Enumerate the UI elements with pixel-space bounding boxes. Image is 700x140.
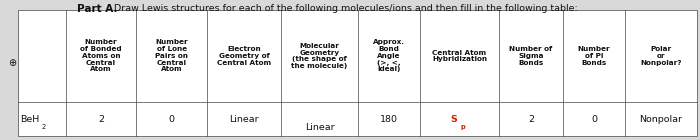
Text: Number of
Sigma
Bonds: Number of Sigma Bonds <box>510 46 552 66</box>
Text: Polar
or
Nonpolar?: Polar or Nonpolar? <box>640 46 682 66</box>
Text: BeH: BeH <box>20 115 39 123</box>
Text: p: p <box>461 124 466 130</box>
Text: Part A.: Part A. <box>77 4 118 14</box>
Text: Central Atom
Hybridization: Central Atom Hybridization <box>432 50 487 62</box>
Text: Linear: Linear <box>230 115 259 123</box>
Text: 0: 0 <box>591 115 597 123</box>
Text: Number
of Lone
Pairs on
Central
Atom: Number of Lone Pairs on Central Atom <box>155 39 188 73</box>
Text: Number
of Pi
Bonds: Number of Pi Bonds <box>578 46 610 66</box>
Text: 2: 2 <box>98 115 104 123</box>
Text: 180: 180 <box>380 115 398 123</box>
Text: 2: 2 <box>528 115 534 123</box>
Text: Draw Lewis structures for each of the following molecules/ions and then fill in : Draw Lewis structures for each of the fo… <box>111 4 577 13</box>
Text: Linear: Linear <box>304 123 335 132</box>
Text: S: S <box>451 115 457 123</box>
Text: ⊕: ⊕ <box>8 58 17 68</box>
Text: Nonpolar: Nonpolar <box>639 115 682 123</box>
Text: Electron
Geometry of
Central Atom: Electron Geometry of Central Atom <box>217 46 271 66</box>
Text: 0: 0 <box>169 115 175 123</box>
Text: Molecular
Geometry
(the shape of
the molecule): Molecular Geometry (the shape of the mol… <box>291 43 348 69</box>
Text: Number
of Bonded
Atoms on
Central
Atom: Number of Bonded Atoms on Central Atom <box>80 39 122 73</box>
Text: Approx.
Bond
Angle
(>, <,
ideal): Approx. Bond Angle (>, <, ideal) <box>373 39 405 73</box>
Text: 2: 2 <box>41 124 46 130</box>
